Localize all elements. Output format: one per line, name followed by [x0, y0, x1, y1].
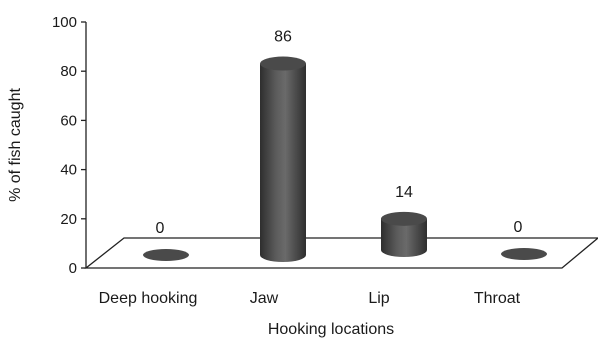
data-label: 86: [274, 29, 292, 46]
y-tick-label: 40: [60, 162, 77, 179]
y-tick-label: 80: [60, 63, 77, 80]
category-label: Throat: [474, 290, 521, 307]
bars: [143, 56, 547, 262]
bar-lip: [381, 211, 427, 257]
y-ticks: 0 20 40 60 80 100: [52, 14, 86, 277]
category-label: Jaw: [250, 290, 279, 307]
bar-top: [381, 211, 427, 226]
data-labels: 0 86 14 0: [156, 29, 523, 237]
x-axis-title: Hooking locations: [268, 321, 394, 338]
floor-plane: [84, 237, 598, 269]
category-labels: Deep hooking Jaw Lip Throat: [99, 290, 521, 307]
y-tick-label: 100: [52, 14, 77, 31]
data-label: 0: [514, 219, 523, 236]
bar-deep-hooking: [143, 249, 189, 261]
y-tick-label: 60: [60, 112, 77, 129]
category-label: Lip: [368, 290, 389, 307]
bar-top: [501, 248, 547, 260]
bar-throat: [501, 248, 547, 260]
data-label: 0: [156, 220, 165, 237]
y-axis-title: % of fish caught: [7, 88, 24, 202]
bar-body: [381, 218, 427, 257]
y-tick-label: 20: [60, 211, 77, 228]
category-label: Deep hooking: [99, 290, 198, 307]
y-tick-label: 0: [69, 260, 77, 277]
bar-top: [143, 249, 189, 261]
bar-top: [260, 56, 306, 71]
axes: 0 20 40 60 80 100: [52, 14, 598, 277]
bar-body: [260, 63, 306, 262]
data-label: 14: [395, 184, 413, 201]
bar-jaw: [260, 56, 306, 262]
